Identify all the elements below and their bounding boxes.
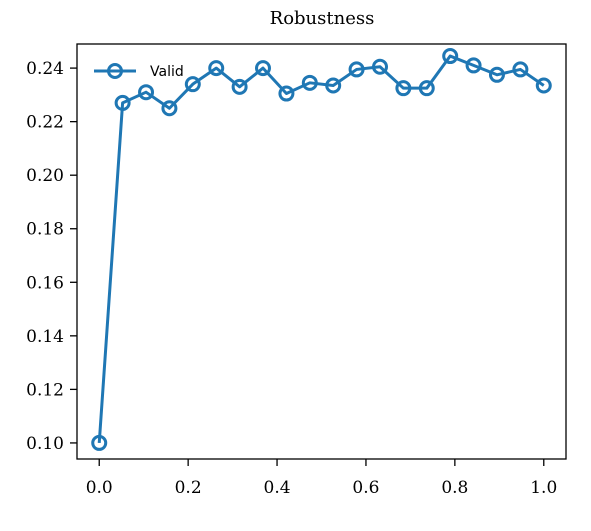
data-point	[325, 77, 342, 94]
data-point	[372, 58, 389, 75]
data-point	[161, 100, 178, 117]
y-tick-label: 0.24	[26, 59, 64, 79]
data-point	[535, 77, 552, 94]
x-tick-label: 0.2	[175, 478, 202, 498]
y-tick-label: 0.16	[26, 273, 64, 293]
legend-marker-valid	[107, 63, 123, 79]
data-point	[91, 434, 108, 451]
data-point	[512, 61, 529, 78]
data-point	[208, 60, 225, 77]
data-point	[488, 66, 505, 83]
data-point	[465, 57, 482, 74]
axes-frame	[76, 43, 567, 460]
x-tick-label: 0.6	[352, 478, 379, 498]
x-tick-label: 0.8	[441, 478, 468, 498]
data-point	[442, 48, 459, 65]
data-point	[395, 80, 412, 97]
data-point	[254, 60, 271, 77]
data-point	[114, 94, 131, 111]
data-point	[278, 85, 295, 102]
legend: Valid	[94, 63, 184, 80]
legend-label-valid: Valid	[150, 64, 184, 80]
data-point	[348, 61, 365, 78]
x-tick-label: 0.0	[86, 478, 113, 498]
y-tick-label: 0.22	[26, 113, 64, 133]
data-point	[231, 78, 248, 95]
x-tick-label: 0.4	[264, 478, 291, 498]
data-point	[138, 84, 155, 101]
y-tick-label: 0.10	[26, 434, 64, 454]
chart-title: Robustness	[270, 8, 375, 29]
y-tick-label: 0.12	[26, 380, 64, 400]
x-tick-label: 1.0	[530, 478, 557, 498]
data-point	[301, 74, 318, 91]
data-point	[184, 76, 201, 93]
y-tick-label: 0.20	[26, 166, 64, 186]
plot-area: 0.0 0.2 0.4 0.6 0.8 1.0 0.10 0.12 0.14 0.16 0.18 0.…	[26, 43, 567, 498]
y-tick-label: 0.14	[26, 327, 64, 347]
data-point	[418, 80, 435, 97]
y-tick-label: 0.18	[26, 220, 64, 240]
